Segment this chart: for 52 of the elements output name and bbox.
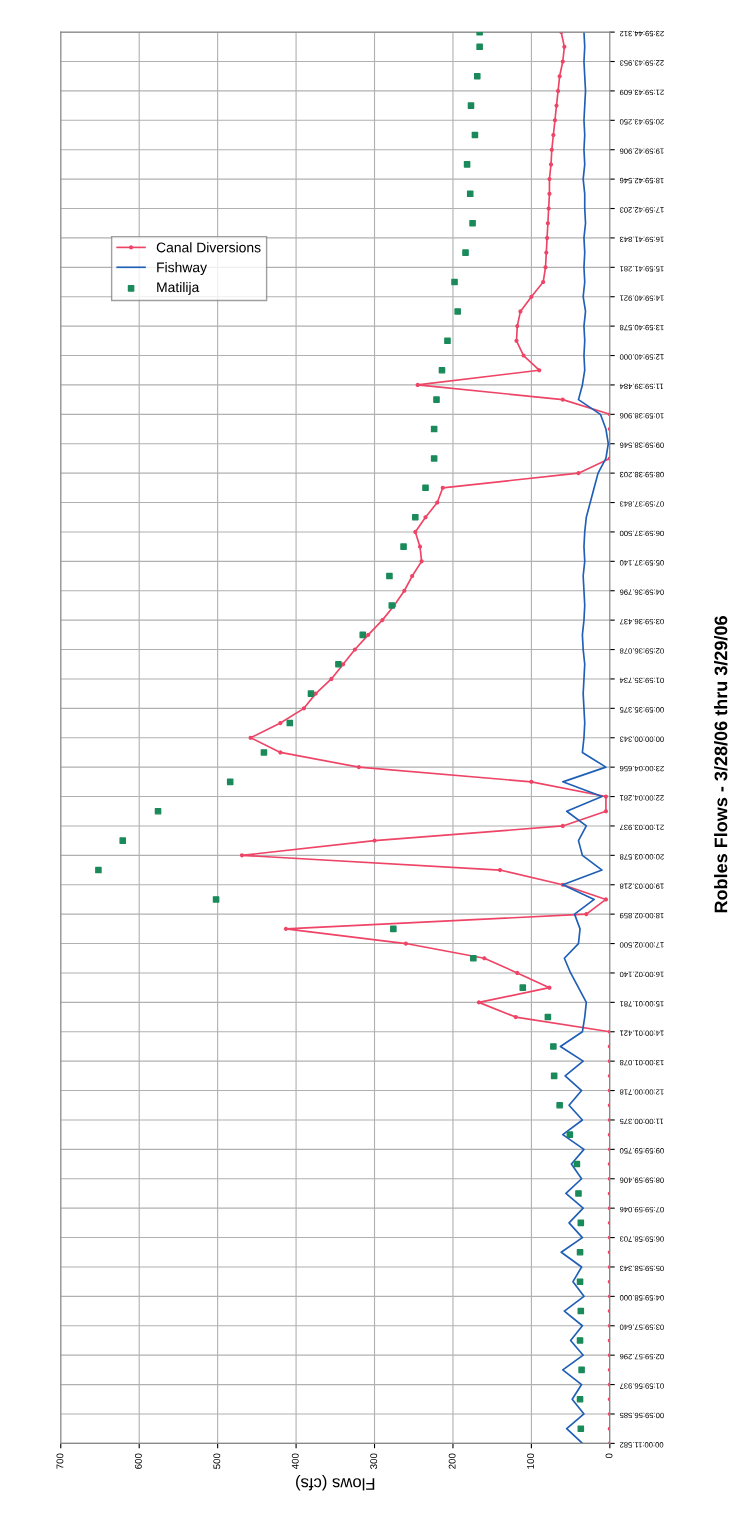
point	[400, 543, 407, 550]
point	[519, 984, 527, 991]
point	[566, 1131, 574, 1138]
legend-label: Matilija	[157, 281, 200, 295]
point	[462, 249, 469, 256]
point	[359, 631, 367, 639]
point	[430, 455, 438, 462]
point	[212, 896, 220, 903]
x-tick-label: 100	[527, 1453, 535, 1469]
point	[422, 484, 429, 492]
point	[335, 660, 342, 668]
point	[466, 190, 474, 198]
point	[556, 1101, 563, 1109]
point	[433, 396, 440, 403]
point	[95, 866, 102, 874]
x-tick-label: 400	[291, 1453, 299, 1470]
point	[386, 572, 393, 580]
point	[576, 1395, 584, 1403]
x-tick-label: 0	[605, 1453, 613, 1459]
point	[451, 278, 458, 286]
point	[154, 807, 162, 815]
point	[576, 1337, 584, 1344]
point	[578, 1366, 585, 1374]
text: Robles Flows - 3/28/06 thru 3/29/06	[714, 616, 728, 913]
point	[473, 72, 481, 80]
point	[438, 366, 446, 374]
point	[550, 1043, 557, 1050]
point	[119, 837, 127, 844]
x-tick-label: 300	[370, 1453, 378, 1469]
point	[260, 749, 268, 756]
point	[470, 954, 477, 962]
point	[412, 513, 419, 521]
point	[575, 1190, 582, 1197]
x-tick-label: 200	[448, 1453, 456, 1469]
legend-label: Fishway	[157, 262, 207, 276]
x-tick-label: 600	[134, 1453, 142, 1469]
point	[307, 690, 315, 697]
point	[576, 1248, 584, 1256]
point	[454, 308, 461, 315]
point	[469, 219, 476, 227]
x-tick-label: 700	[56, 1453, 64, 1469]
point	[576, 1278, 584, 1285]
point	[444, 337, 451, 345]
point	[388, 602, 396, 609]
legend-label: Canal Diversions	[156, 242, 261, 253]
x-axis-title: Flows (cfs)	[296, 1474, 375, 1491]
point	[463, 161, 471, 168]
point	[467, 102, 475, 109]
x-tick-label: 500	[213, 1453, 221, 1469]
point	[476, 43, 483, 51]
point	[390, 925, 397, 933]
point	[577, 1425, 585, 1432]
